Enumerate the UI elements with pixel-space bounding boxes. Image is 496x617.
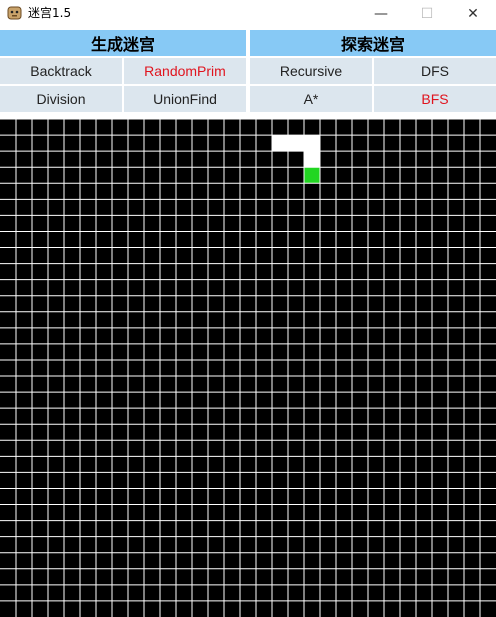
- app-icon: [7, 6, 22, 20]
- maze-open-cell: [272, 135, 288, 152]
- maze-current-position: [304, 167, 320, 184]
- recursive-button[interactable]: Recursive: [250, 58, 372, 84]
- maze-background: [0, 119, 496, 617]
- union-find-button[interactable]: UnionFind: [124, 86, 246, 112]
- window-title: 迷宫1.5: [28, 6, 72, 20]
- maze-open-cell: [288, 135, 304, 152]
- random-prim-button[interactable]: RandomPrim: [124, 58, 246, 84]
- dfs-button[interactable]: DFS: [374, 58, 496, 84]
- maze-open-cell: [304, 135, 320, 152]
- maze-grid: [0, 119, 496, 617]
- division-button[interactable]: Division: [0, 86, 122, 112]
- close-button[interactable]: ✕: [450, 0, 496, 27]
- maximize-button[interactable]: ☐: [404, 0, 450, 27]
- title-bar: 迷宫1.5 — ☐ ✕: [0, 0, 496, 27]
- close-icon: ✕: [467, 5, 479, 22]
- maze-open-cell: [304, 151, 320, 168]
- minimize-button[interactable]: —: [358, 0, 404, 27]
- maze-canvas[interactable]: [0, 119, 496, 617]
- bfs-button[interactable]: BFS: [374, 86, 496, 112]
- a-star-button[interactable]: A*: [250, 86, 372, 112]
- backtrack-button[interactable]: Backtrack: [0, 58, 122, 84]
- maximize-icon: ☐: [420, 5, 434, 22]
- explore-maze-heading: 探索迷宫: [250, 30, 496, 56]
- generate-maze-heading: 生成迷宫: [0, 30, 246, 56]
- minimize-icon: —: [374, 5, 388, 22]
